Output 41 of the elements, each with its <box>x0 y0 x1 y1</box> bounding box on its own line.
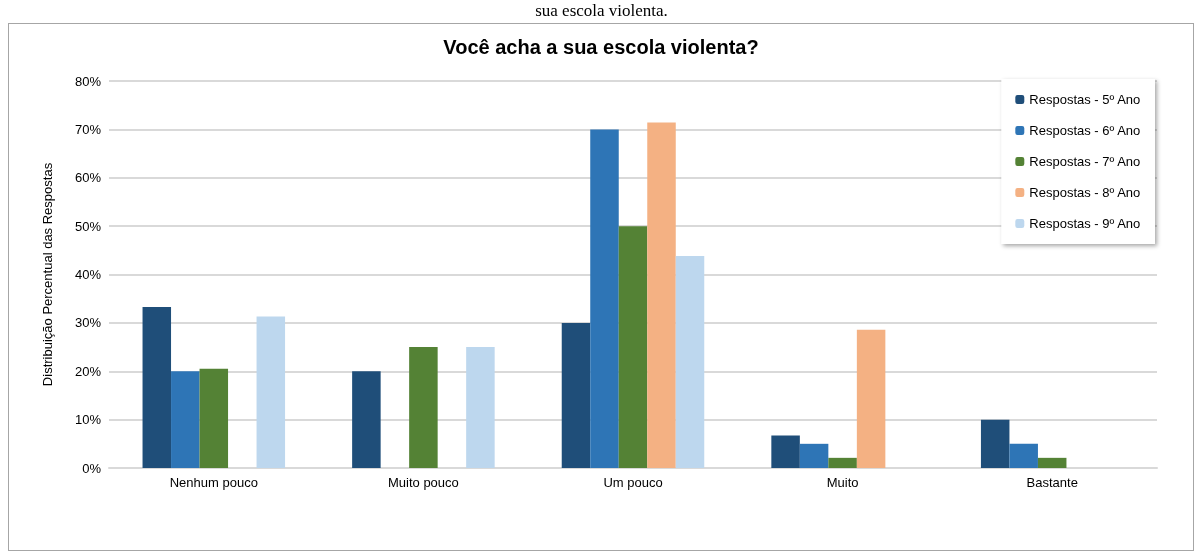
bar <box>828 457 857 468</box>
text: sua escola violenta. <box>534 1 669 21</box>
bar <box>1037 457 1067 468</box>
bar <box>856 329 886 468</box>
y-tick-label: 10% <box>74 412 102 428</box>
x-tick-label: Bastante <box>1026 475 1078 490</box>
y-axis-title: Distribuição Percentual das Respostas <box>40 162 55 387</box>
bar <box>799 443 829 468</box>
bar <box>647 122 676 468</box>
y-tick-label: 50% <box>74 218 102 234</box>
y-tick-label: 30% <box>74 315 102 331</box>
bar <box>675 256 705 468</box>
y-tick-label: 70% <box>74 121 102 137</box>
bar <box>142 306 172 468</box>
x-tick-label: Um pouco <box>603 475 663 490</box>
chart-title: Você acha a sua escola violenta? <box>443 36 759 58</box>
y-tick-label: 60% <box>74 170 102 186</box>
y-tick-label: 0% <box>82 460 102 476</box>
legend-label: Respostas - 8º Ano <box>1029 185 1141 200</box>
bar <box>771 435 800 468</box>
bar <box>256 316 286 468</box>
bar <box>466 347 495 468</box>
y-tick-label: 20% <box>74 363 102 379</box>
bar <box>352 371 381 468</box>
x-tick-label: Nenhum pouco <box>169 475 258 490</box>
bar <box>561 322 591 468</box>
bar <box>171 371 200 468</box>
bar <box>980 419 1010 468</box>
legend-label: Respostas - 7º Ano <box>1029 154 1141 169</box>
y-tick-label: 40% <box>74 267 102 282</box>
bar <box>1009 443 1038 468</box>
bar <box>199 368 229 468</box>
bar <box>618 226 648 468</box>
legend-label: Respostas - 9º Ano <box>1029 216 1141 231</box>
legend-label: Respostas - 6º Ano <box>1029 123 1141 138</box>
bar <box>409 347 438 468</box>
x-tick-label: Muito <box>826 475 859 490</box>
legend-label: Respostas - 5º Ano <box>1029 92 1141 107</box>
bar <box>590 129 619 468</box>
y-tick-label: 80% <box>74 73 102 89</box>
x-tick-label: Muito pouco <box>387 475 459 490</box>
